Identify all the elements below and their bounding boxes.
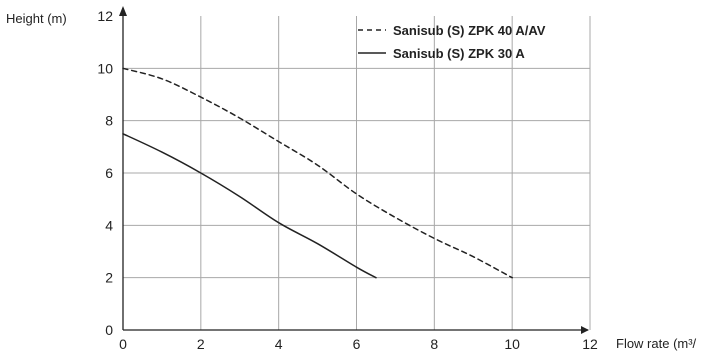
x-axis-label: Flow rate (m³/ bbox=[616, 336, 697, 351]
grid bbox=[123, 16, 591, 330]
y-axis-label: Height (m) bbox=[6, 11, 67, 26]
y-tick-label: 4 bbox=[105, 217, 113, 233]
x-tick-label: 10 bbox=[504, 336, 520, 352]
y-tick-label: 10 bbox=[97, 60, 113, 76]
series-line-0 bbox=[122, 67, 513, 279]
y-tick-label: 6 bbox=[105, 165, 113, 181]
legend: Sanisub (S) ZPK 40 A/AV Sanisub (S) ZPK … bbox=[358, 23, 546, 61]
y-tick-label: 2 bbox=[105, 270, 113, 286]
legend-label-zpk30: Sanisub (S) ZPK 30 A bbox=[393, 46, 525, 61]
x-tick-label: 2 bbox=[197, 336, 205, 352]
legend-label-zpk40: Sanisub (S) ZPK 40 A/AV bbox=[393, 23, 546, 38]
y-axis-arrow bbox=[119, 6, 127, 16]
x-tick-label: 8 bbox=[430, 336, 438, 352]
x-tick-label: 12 bbox=[582, 336, 598, 352]
series-line-1 bbox=[122, 133, 377, 279]
x-tick-label: 0 bbox=[119, 336, 127, 352]
y-tick-label: 12 bbox=[97, 8, 113, 24]
axes bbox=[119, 6, 589, 334]
x-tick-label: 4 bbox=[275, 336, 283, 352]
x-tick-label: 6 bbox=[353, 336, 361, 352]
tick-labels: 0 2 4 6 8 10 12 0 2 4 6 8 10 12 bbox=[97, 8, 598, 352]
x-axis-arrow bbox=[581, 326, 589, 334]
y-tick-label: 8 bbox=[105, 113, 113, 129]
series-lines bbox=[122, 67, 513, 279]
y-tick-label: 0 bbox=[105, 322, 113, 338]
